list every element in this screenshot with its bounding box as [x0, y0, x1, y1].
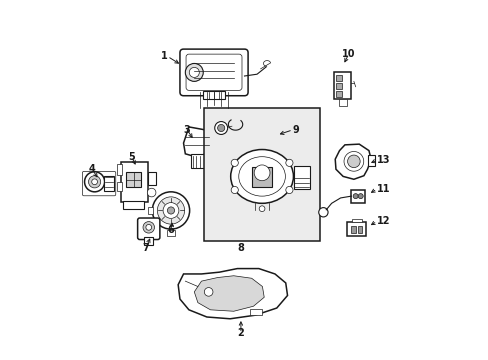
Text: 10: 10 — [341, 49, 354, 59]
Bar — [103, 176, 114, 192]
Circle shape — [204, 288, 212, 296]
Polygon shape — [183, 127, 210, 157]
Circle shape — [352, 194, 357, 199]
Circle shape — [157, 197, 184, 224]
Text: 12: 12 — [376, 216, 390, 226]
Circle shape — [145, 225, 151, 230]
Ellipse shape — [230, 149, 293, 203]
Circle shape — [231, 159, 238, 166]
Text: 2: 2 — [237, 328, 244, 338]
Text: 11: 11 — [376, 184, 390, 194]
Bar — [338, 99, 346, 107]
Circle shape — [285, 186, 292, 194]
Bar — [203, 91, 224, 99]
Text: 7: 7 — [142, 243, 149, 253]
Circle shape — [152, 192, 189, 229]
Bar — [351, 190, 364, 203]
Bar — [351, 226, 355, 233]
Bar — [367, 155, 375, 166]
Bar — [147, 172, 155, 185]
Circle shape — [285, 159, 292, 166]
Circle shape — [254, 165, 269, 181]
Circle shape — [147, 188, 156, 197]
Bar — [147, 207, 153, 214]
Bar — [144, 237, 153, 244]
Circle shape — [231, 186, 238, 194]
Circle shape — [259, 206, 264, 212]
Circle shape — [318, 208, 327, 217]
Bar — [166, 230, 175, 236]
Text: 6: 6 — [167, 225, 174, 235]
Bar — [357, 226, 362, 233]
Polygon shape — [194, 276, 264, 311]
Bar — [293, 166, 309, 189]
Bar — [190, 154, 204, 168]
Circle shape — [214, 122, 227, 134]
Circle shape — [357, 194, 363, 199]
Circle shape — [189, 67, 199, 77]
Bar — [251, 167, 271, 187]
Bar — [121, 162, 147, 202]
Bar — [335, 83, 341, 89]
Text: 3: 3 — [183, 125, 190, 135]
Polygon shape — [335, 144, 370, 179]
Bar — [249, 309, 262, 315]
Polygon shape — [178, 269, 287, 319]
Text: 1: 1 — [161, 51, 167, 61]
Bar — [117, 182, 122, 191]
Bar — [333, 72, 351, 99]
Text: 4: 4 — [88, 164, 95, 174]
Text: 9: 9 — [292, 125, 299, 135]
Bar — [351, 219, 362, 222]
Circle shape — [88, 176, 101, 188]
Bar — [335, 75, 341, 81]
Circle shape — [163, 203, 179, 219]
Circle shape — [167, 207, 174, 214]
Text: 5: 5 — [128, 152, 135, 162]
Bar — [204, 108, 319, 241]
FancyBboxPatch shape — [180, 49, 247, 96]
Text: 8: 8 — [237, 243, 244, 253]
Text: 13: 13 — [376, 155, 390, 165]
Bar — [117, 164, 122, 175]
Bar — [126, 172, 141, 187]
Ellipse shape — [347, 155, 360, 168]
Circle shape — [84, 172, 104, 192]
Circle shape — [142, 222, 154, 233]
Circle shape — [185, 63, 203, 81]
Circle shape — [92, 179, 97, 185]
FancyBboxPatch shape — [137, 218, 160, 239]
Bar — [335, 91, 341, 97]
Circle shape — [217, 125, 224, 132]
Bar — [346, 222, 366, 235]
Bar — [122, 201, 144, 209]
